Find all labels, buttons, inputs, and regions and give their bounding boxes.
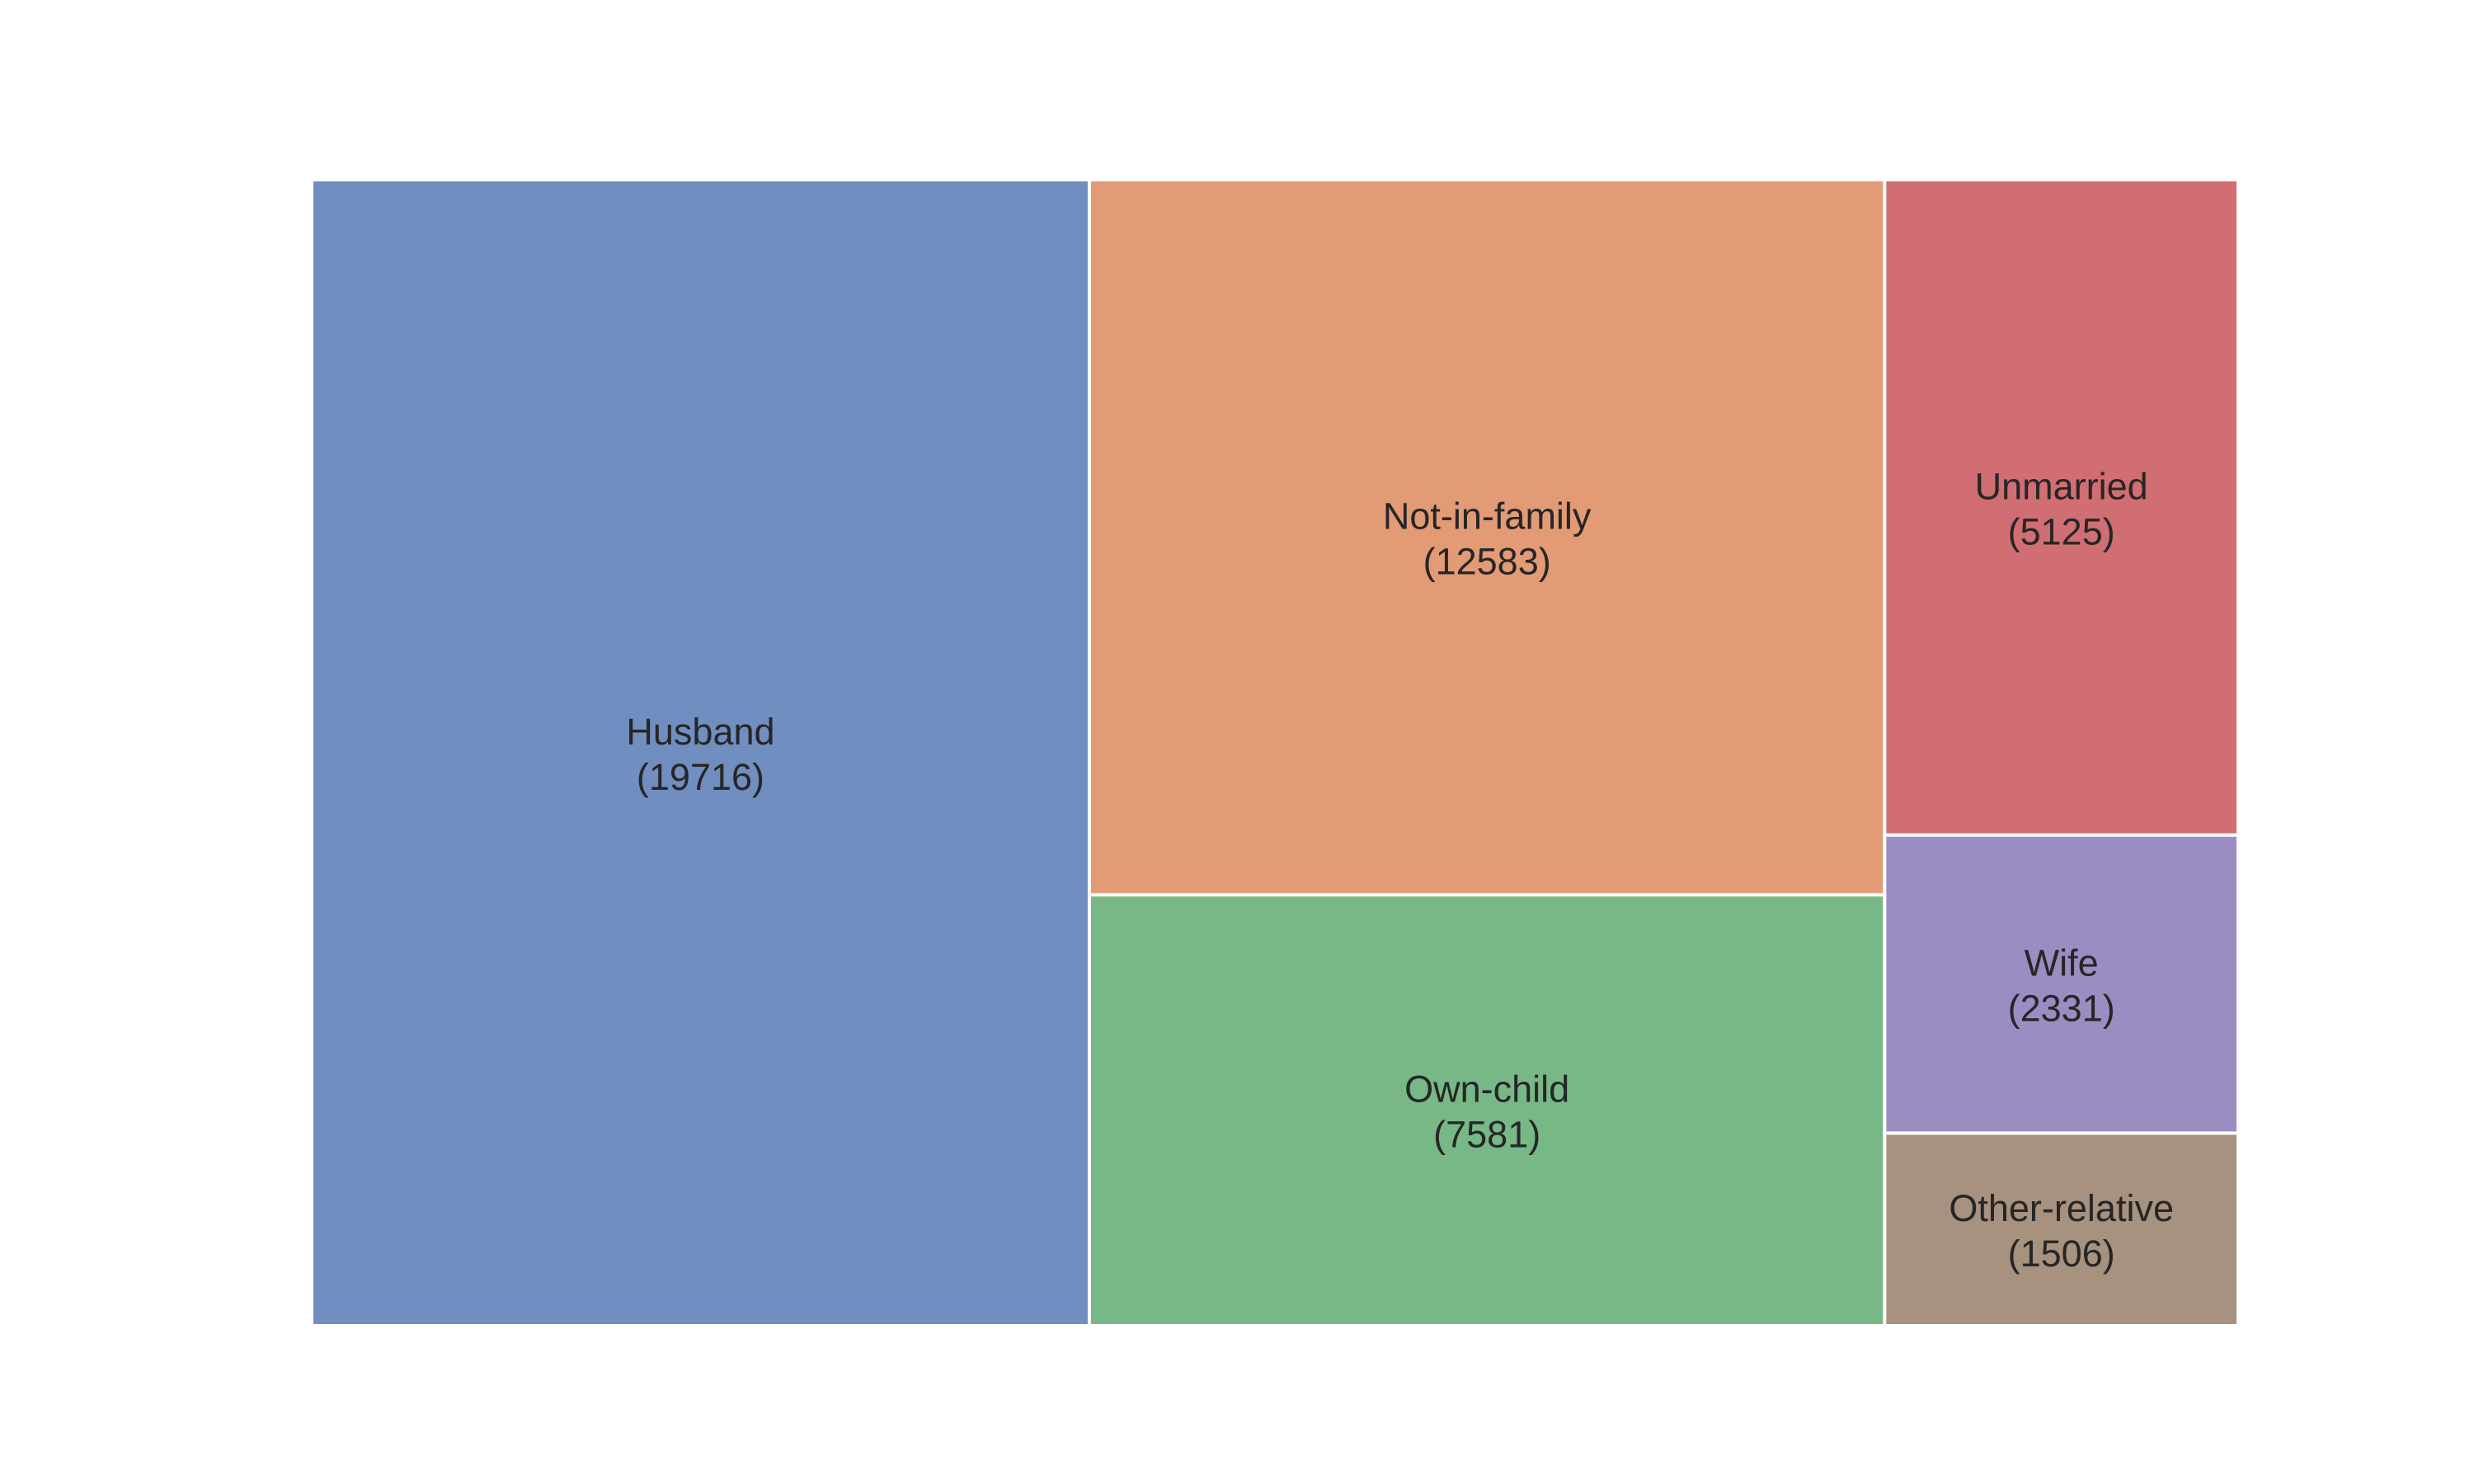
tile-husband: [310, 178, 1091, 1327]
tile-other-relative: [1883, 1131, 2240, 1327]
tile-own-child: [1087, 893, 1887, 1327]
tile-label-not-in-family: Not-in-family: [1383, 495, 1592, 538]
tile-value-own-child: (7581): [1433, 1114, 1540, 1156]
tile-value-unmarried: (5125): [2008, 510, 2115, 552]
tile-value-not-in-family: (12583): [1423, 541, 1551, 583]
tile-label-wife: Wife: [2025, 942, 2099, 984]
tile-label-unmarried: Unmarried: [1975, 465, 2148, 507]
tile-value-husband: (19716): [637, 756, 764, 798]
tile-label-husband: Husband: [626, 711, 774, 753]
treemap-tiles: [310, 178, 2240, 1327]
tile-value-wife: (2331): [2008, 988, 2115, 1030]
tile-label-own-child: Own-child: [1404, 1068, 1569, 1111]
tile-not-in-family: [1087, 178, 1887, 897]
tile-unmarried: [1883, 178, 2240, 837]
tile-value-other-relative: (1506): [2008, 1233, 2115, 1275]
tile-wife: [1883, 833, 2240, 1135]
tile-label-other-relative: Other-relative: [1949, 1187, 2174, 1229]
treemap-labels: Husband(19716) Not-in-family(12583) Own-ch…: [626, 465, 2174, 1275]
